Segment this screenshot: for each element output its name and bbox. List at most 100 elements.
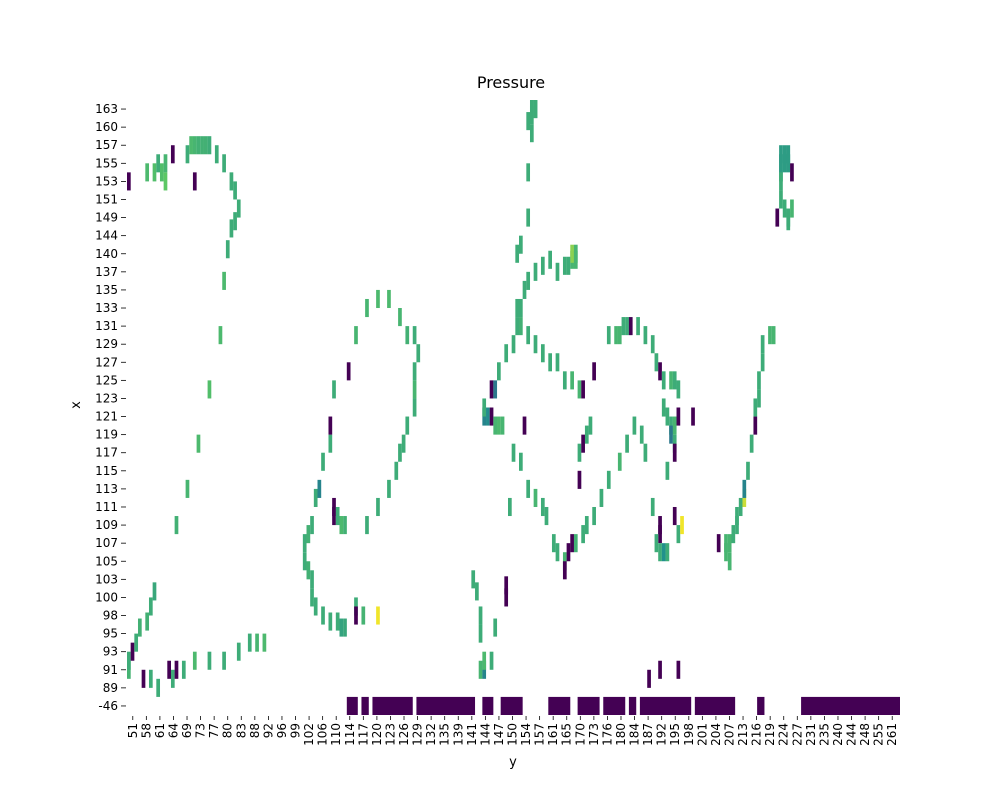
heatmap-cell	[771, 326, 776, 345]
heatmap-cell	[504, 588, 509, 607]
x-tick-label: 51	[126, 723, 140, 738]
heatmap-cell	[779, 145, 783, 164]
y-axis-label: x	[69, 401, 84, 409]
heatmap-cell	[515, 317, 520, 336]
x-tick-label: 110	[329, 723, 343, 746]
heatmap-cell	[493, 618, 498, 637]
heatmap-cell-bottom-row	[577, 696, 600, 715]
heatmap-cell	[625, 434, 629, 453]
x-tick-label: 195	[668, 723, 682, 746]
heatmap-cell	[672, 434, 677, 453]
heatmap-cell	[658, 660, 662, 679]
heatmap-cell	[163, 154, 168, 173]
heatmap-cell	[152, 163, 157, 182]
x-tick-label: 120	[370, 723, 384, 746]
x-tick-label: 96	[275, 723, 289, 738]
heatmap-cell	[189, 136, 193, 155]
x-tick-label: 114	[343, 723, 357, 746]
heatmap-cell	[236, 642, 241, 661]
x-axis-ticks: 51 58 61 64 69 73 77 80 83 88 92 96 99 102 106 110 114 11…	[126, 716, 899, 746]
y-tick-label: 117	[95, 446, 118, 460]
heatmap-cell	[174, 516, 179, 535]
heatmap-cell	[669, 371, 673, 390]
y-tick-label: 149	[95, 211, 118, 225]
heatmap-cell	[222, 271, 226, 290]
x-tick-label: 132	[424, 723, 438, 746]
heatmap-cell	[196, 434, 201, 453]
x-tick-label: 80	[221, 723, 235, 738]
heatmap-cell-bottom-row	[639, 696, 692, 715]
heatmap-cell	[387, 479, 391, 498]
heatmap-cell	[757, 371, 761, 390]
heatmap-cell	[416, 344, 421, 363]
heatmap-cell	[343, 618, 347, 637]
heatmap-cell	[405, 326, 410, 345]
x-tick-label: 261	[885, 723, 899, 746]
y-tick-label: 105	[95, 554, 118, 568]
heatmap-cell	[489, 380, 494, 399]
x-tick-label: 231	[804, 723, 818, 746]
x-tick-label: 213	[736, 723, 750, 746]
heatmap-cell	[335, 612, 340, 631]
heatmap-cell	[636, 317, 640, 336]
heatmap-cell	[768, 326, 772, 345]
heatmap-cell	[181, 660, 186, 679]
heatmap-cell	[570, 244, 574, 263]
heatmap-cell	[625, 317, 629, 336]
heatmap-cell	[145, 163, 150, 182]
heatmap-cell	[577, 470, 582, 489]
x-tick-label: 139	[451, 723, 465, 746]
heatmap-cell	[229, 219, 234, 238]
heatmap-cell	[339, 516, 344, 535]
heatmap-cell	[354, 606, 358, 625]
x-tick-label: 135	[438, 723, 452, 746]
x-tick-label: 141	[465, 723, 479, 746]
x-tick-label: 224	[777, 723, 791, 746]
y-tick-label: 98	[103, 609, 118, 623]
heatmap-cell	[782, 145, 787, 164]
heatmap-cell	[676, 525, 681, 544]
y-tick-label: 119	[95, 428, 118, 442]
x-tick-label: 165	[560, 723, 574, 746]
heatmap-cell	[566, 543, 571, 562]
heatmap-cell	[478, 624, 483, 643]
heatmap-cell	[134, 633, 139, 652]
heatmap-cell	[533, 335, 538, 354]
x-tick-label: 150	[506, 723, 520, 746]
x-tick-label: 58	[139, 723, 153, 738]
heatmap-cell	[632, 416, 637, 435]
y-tick-label: -46	[98, 699, 118, 713]
y-tick-label: 129	[95, 337, 118, 351]
heatmap-cell	[401, 434, 406, 453]
heatmap-cell	[786, 145, 791, 164]
heatmap-cell	[207, 380, 212, 399]
heatmap-cell	[493, 416, 498, 435]
heatmap-cell	[511, 335, 516, 354]
heatmap-cell	[577, 443, 582, 462]
heatmap-cell	[222, 651, 226, 670]
heatmap-cell	[735, 506, 739, 526]
heatmap-cell	[376, 497, 380, 517]
heatmap-cell	[775, 208, 780, 227]
heatmap-cell	[504, 344, 509, 363]
heatmap-cell	[500, 416, 505, 435]
heatmap-cell	[786, 212, 791, 231]
x-tick-label: 187	[641, 723, 655, 746]
heatmap-cell	[489, 407, 494, 426]
heatmap-cell	[665, 543, 670, 562]
heatmap-cell	[599, 488, 604, 507]
heatmap-cell	[412, 326, 417, 345]
heatmap-cell	[346, 362, 351, 381]
heatmap-cell	[654, 534, 659, 553]
heatmap-cell	[207, 136, 212, 155]
x-tick-label: 180	[614, 723, 628, 746]
heatmap-cell	[639, 425, 644, 444]
y-tick-label: 135	[95, 283, 118, 297]
heatmap-cell	[394, 461, 399, 480]
heatmap-cell	[222, 154, 226, 173]
heatmap-cell	[170, 145, 175, 164]
y-tick-label: 107	[95, 536, 118, 550]
heatmap-cell	[658, 362, 662, 381]
heatmap-cells	[127, 100, 900, 715]
y-tick-label: 111	[95, 500, 118, 514]
